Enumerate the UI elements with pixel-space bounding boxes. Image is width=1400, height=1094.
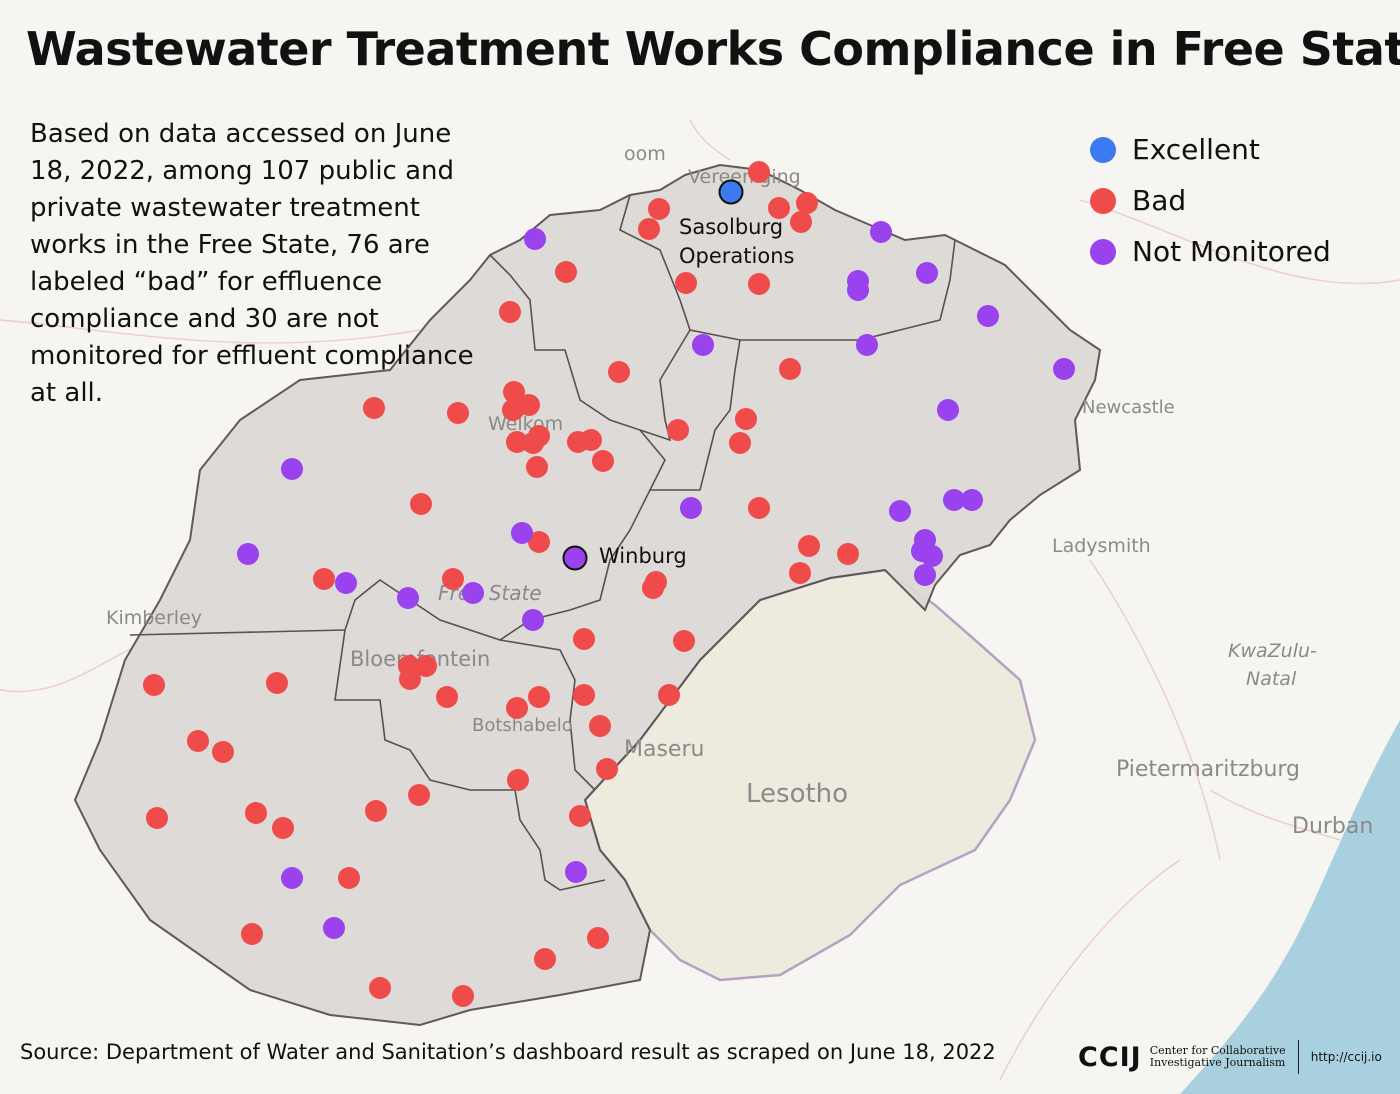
bad-facilities [143,161,859,1007]
label-room: oom [624,143,666,165]
logo-name-line2: Investigative Journalism [1149,1056,1286,1069]
label-lesotho: Lesotho [746,779,848,809]
legend-label-not-monitored: Not Monitored [1132,235,1331,268]
sasolburg-label-line2: Operations [679,244,794,268]
logo-name: Center for Collaborative Investigative J… [1150,1045,1290,1069]
description-text: Based on data accessed on June 18, 2022,… [30,119,474,408]
legend-item-not-monitored: Not Monitored [1090,226,1331,277]
not-monitored-facility-marker [562,545,588,571]
label-newcastle: Newcastle [1082,397,1175,418]
ocean-area [1180,720,1400,1094]
label-botshabelo: Botshabelo [472,715,573,736]
labeled-point-sasolburg: Sasolburg Operations [679,179,794,268]
sasolburg-label-line1: Sasolburg [679,215,783,239]
legend-dot-bad [1090,187,1116,214]
basemap-labels: Vereeniging oom Welkom Free State Kimber… [106,143,1373,839]
free-state-province [73,163,1102,1027]
logo-divider [1297,1040,1299,1074]
label-kimberley: Kimberley [106,607,202,629]
label-pietermaritzburg: Pietermaritzburg [1116,757,1300,782]
ccij-logo: CCIJ Center for Collaborative Investigat… [1078,1040,1382,1074]
legend-dot-not-monitored [1090,238,1116,265]
map-legend: Excellent Bad Not Monitored [1090,124,1331,277]
label-vereeniging: Vereeniging [688,166,801,188]
basemap-roads [0,119,1400,1081]
logo-name-line1: Center for Collaborative [1149,1044,1286,1057]
not-monitored-facilities [237,221,1075,939]
label-maseru: Maseru [624,737,704,762]
label-ladysmith: Ladysmith [1052,535,1151,557]
legend-label-bad: Bad [1132,184,1187,217]
labeled-point-winburg: Winburg [562,544,687,571]
excellent-facility-marker [718,179,744,205]
legend-item-excellent: Excellent [1090,124,1331,175]
district-boundaries [129,194,956,891]
winburg-label: Winburg [599,544,687,568]
legend-dot-excellent [1090,136,1116,163]
logo-url[interactable]: http://ccij.io [1310,1050,1382,1064]
map-title: Wastewater Treatment Works Compliance in… [26,22,1400,76]
legend-item-bad: Bad [1090,175,1331,226]
source-note: Source: Department of Water and Sanitati… [20,1040,996,1064]
logo-mark: CCIJ [1078,1041,1142,1073]
label-natal: Natal [1246,668,1297,690]
label-durban: Durban [1292,814,1373,839]
label-welkom: Welkom [488,413,563,435]
label-kwazulu: KwaZulu- [1228,640,1317,662]
legend-label-excellent: Excellent [1132,133,1260,166]
